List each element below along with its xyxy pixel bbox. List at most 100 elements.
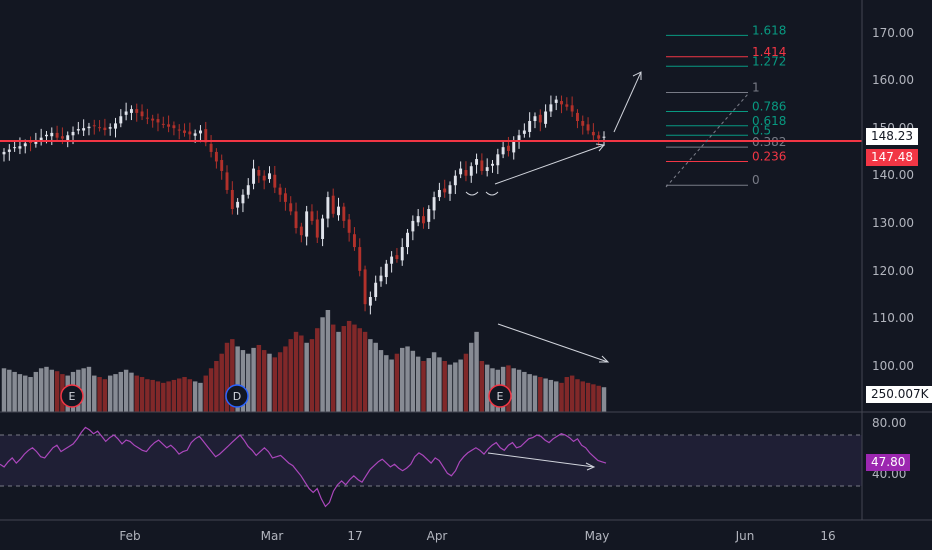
candle-body [45,134,48,137]
candle-body [374,282,378,298]
candle-body [151,118,155,121]
volume-bar [527,374,532,412]
candle-body [522,130,526,134]
volume-bar [256,344,262,412]
volume-bar [171,379,177,412]
candle-body [464,170,468,176]
fib-level-label: 0.236 [752,149,786,163]
candle-body [591,131,595,136]
candle-body [395,255,399,259]
price-tick-label: 100.00 [872,359,914,373]
candle-body [315,219,319,238]
volume-bar [102,379,108,412]
time-tick-label: Feb [119,529,140,543]
candle-body [225,172,229,190]
candle-body [87,126,91,129]
candle-body [76,129,80,131]
candle-body [538,114,542,123]
fib-level-label: 0.5 [752,123,771,137]
event-marker: E [60,384,84,408]
divergence-mark-1 [465,191,479,196]
candle-body [602,136,606,138]
volume-bar [352,324,357,412]
candle-body [400,247,404,261]
fib-level-label: 0.786 [752,99,786,113]
volume-bar [378,350,384,412]
time-tick-label: Jun [735,529,755,543]
trend-arrow-up[interactable] [613,71,642,133]
candle-body [480,160,484,171]
volume-bar [421,361,426,412]
volume-bar [469,342,474,412]
divergence-arrow-rsi[interactable] [487,452,595,468]
volume-bar [118,371,124,412]
volume-bar [336,331,341,412]
candle-body [586,124,590,131]
volume-bar [107,375,113,412]
volume-bar [315,328,320,412]
event-marker-circle [225,384,249,408]
volume-bar [192,381,198,412]
candle-body [491,163,494,166]
candle-body [145,117,149,119]
event-marker-label: E [497,390,504,403]
volume-bar [341,326,347,412]
volume-bar [251,347,256,412]
volume-bar [97,377,102,412]
event-marker-circle [488,384,512,408]
divergence-arrow-price[interactable] [494,144,605,185]
candle-body [183,130,186,133]
volume-bar [320,317,325,412]
volume-bar [431,352,437,412]
volume-bar [400,347,405,412]
volume-bar [267,353,272,412]
candle-body [422,216,425,224]
candle-body [570,105,574,112]
price-tick-label: 160.00 [872,73,914,87]
candle-body [209,143,213,152]
candle-body [140,111,144,117]
volume-bar [277,352,283,412]
candle-body [517,135,521,141]
time-tick-label: Mar [261,529,284,543]
candle-body [124,111,128,115]
drawings[interactable] [465,71,749,471]
volume-bar [145,379,150,412]
volume-bar [123,369,129,412]
volume-bar [166,381,171,412]
volume-bar [309,339,315,412]
candle-body [39,137,43,141]
candle-body [199,130,202,134]
volume-bar [580,381,585,412]
candle-body [156,119,160,123]
candle-body [512,140,516,153]
volume-bar [49,369,55,412]
candle-body [108,127,112,129]
candle-body [268,173,271,180]
arrow-head-rsi [585,462,596,471]
volume-bar [203,375,208,412]
volume-bar [410,350,416,412]
candle-body [294,211,298,229]
volume-bar [373,342,378,412]
time-tick-label: Apr [427,529,448,543]
volume-bar [92,375,97,412]
volume-arrow[interactable] [497,323,609,363]
price-tick-label: 130.00 [872,216,914,230]
candle-body [544,111,548,124]
volume-bar [230,339,235,412]
volume-bar [288,339,293,412]
candle-body [193,133,197,136]
candle-body [204,129,208,143]
candle-body [347,219,351,233]
candle-body [289,203,293,212]
fib-level-label: 0 [752,173,760,187]
candle-body [528,121,532,132]
volume-bar [538,377,543,412]
candle-body [230,189,234,210]
candle-body [299,226,303,236]
candle-body [485,167,489,171]
